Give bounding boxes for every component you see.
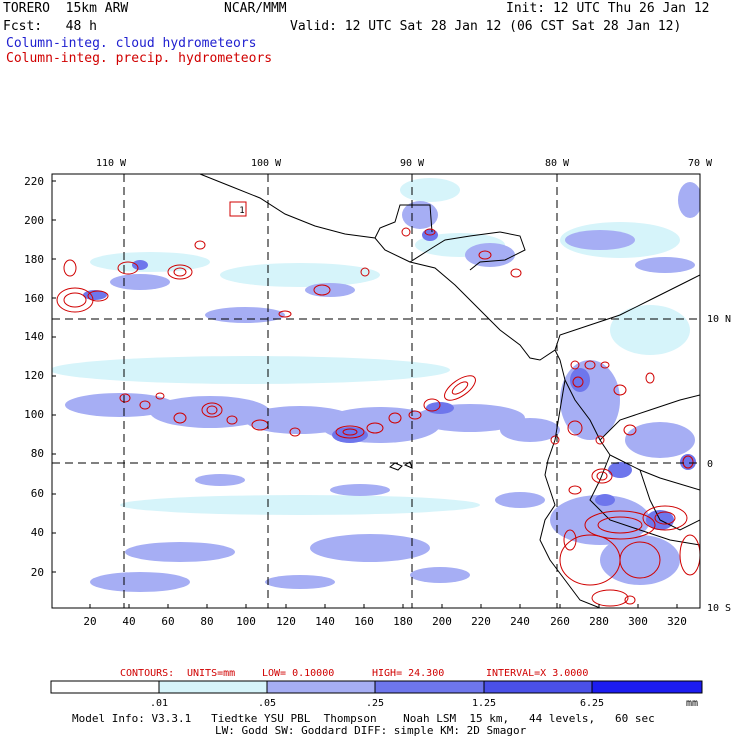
x-tick: 80 (200, 615, 213, 628)
colorbar-label: 6.25 (580, 698, 604, 709)
colorbar-label: .25 (366, 698, 384, 709)
model-info-line2: LW: Godd SW: Goddard DIFF: simple KM: 2D… (215, 724, 527, 737)
x-tick: 200 (432, 615, 452, 628)
forecast-hour: Fcst: 48 h (3, 19, 97, 34)
model-title: TORERO 15km ARW (3, 1, 129, 16)
contour-high: HIGH= 24.300 (372, 668, 444, 679)
y-tick-marks (52, 180, 56, 573)
x-tick: 40 (122, 615, 135, 628)
x-tick: 60 (161, 615, 174, 628)
colorbar-label: .01 (150, 698, 168, 709)
lat-label-0: 0 (707, 459, 713, 470)
valid-time: Valid: 12 UTC Sat 28 Jan 12 (06 CST Sat … (290, 19, 682, 34)
x-tick: 120 (276, 615, 296, 628)
lon-label-90w: 90 W (400, 158, 425, 169)
colorbar-swatch (591, 680, 703, 694)
x-tick: 240 (510, 615, 530, 628)
station-box-label: 1 (239, 206, 244, 216)
cloud-legend-label: Column-integ. cloud hydrometeors (6, 36, 257, 51)
contour-label: CONTOURS: (120, 668, 174, 679)
lon-label-110w: 110 W (96, 158, 127, 169)
map-content (52, 174, 700, 608)
colorbar-units: mm (686, 698, 698, 709)
x-axis: 20 40 60 80 100 120 140 160 180 200 220 … (83, 615, 687, 628)
y-tick: 180 (24, 253, 44, 266)
station-box (229, 201, 247, 217)
init-time: Init: 12 UTC Thu 26 Jan 12 (506, 1, 710, 16)
x-tick: 300 (628, 615, 648, 628)
x-tick: 160 (354, 615, 374, 628)
x-tick: 280 (589, 615, 609, 628)
contour-low: LOW= 0.10000 (262, 668, 334, 679)
y-tick: 120 (24, 369, 44, 382)
coastlines (199, 174, 700, 608)
y-tick: 220 (24, 175, 44, 188)
colorbar-label: 1.25 (472, 698, 496, 709)
lat-label-10s: 10 S (707, 603, 731, 614)
cloud-light-areas (52, 178, 690, 515)
colorbar-swatch (158, 680, 268, 694)
colorbar (50, 680, 703, 694)
colorbar-label: .05 (258, 698, 276, 709)
x-tick: 140 (315, 615, 335, 628)
lon-label-100w: 100 W (251, 158, 282, 169)
precip-legend-label: Column-integ. precip. hydrometeors (6, 51, 273, 66)
org-title: NCAR/MMM (224, 1, 287, 16)
x-tick: 180 (393, 615, 413, 628)
x-tick: 220 (471, 615, 491, 628)
y-tick: 20 (31, 566, 44, 579)
colorbar-swatch (50, 680, 160, 694)
y-tick: 40 (31, 526, 44, 539)
y-axis: 20 40 60 80 100 120 140 160 180 200 220 (24, 175, 44, 579)
precip-contours (56, 227, 700, 607)
model-info-line1: Model Info: V3.3.1 Tiedtke YSU PBL Thomp… (72, 712, 655, 725)
cloud-medium-areas (65, 182, 700, 592)
map-frame (51, 173, 701, 609)
colorbar-labels: .01 .05 .25 1.25 6.25 mm (150, 698, 698, 709)
y-tick: 160 (24, 292, 44, 305)
x-tick: 260 (550, 615, 570, 628)
colorbar-swatch (374, 680, 485, 694)
colorbar-swatch (266, 680, 376, 694)
y-tick: 100 (24, 408, 44, 421)
colorbar-swatch (483, 680, 593, 694)
contour-interval: INTERVAL=X 3.0000 (486, 668, 588, 679)
x-tick: 320 (667, 615, 687, 628)
y-tick: 60 (31, 487, 44, 500)
x-tick-marks (89, 604, 678, 608)
y-tick: 200 (24, 214, 44, 227)
lon-label-70w: 70 W (688, 158, 713, 169)
contour-info: CONTOURS: UNITS=mm LOW= 0.10000 HIGH= 24… (120, 668, 588, 679)
lat-lon-grid (52, 174, 700, 608)
lon-label-80w: 80 W (545, 158, 570, 169)
x-tick: 100 (236, 615, 256, 628)
lat-label-10n: 10 N (707, 314, 731, 325)
contour-units: UNITS=mm (187, 668, 235, 679)
x-tick: 20 (83, 615, 96, 628)
y-tick: 140 (24, 330, 44, 343)
y-tick: 80 (31, 447, 44, 460)
